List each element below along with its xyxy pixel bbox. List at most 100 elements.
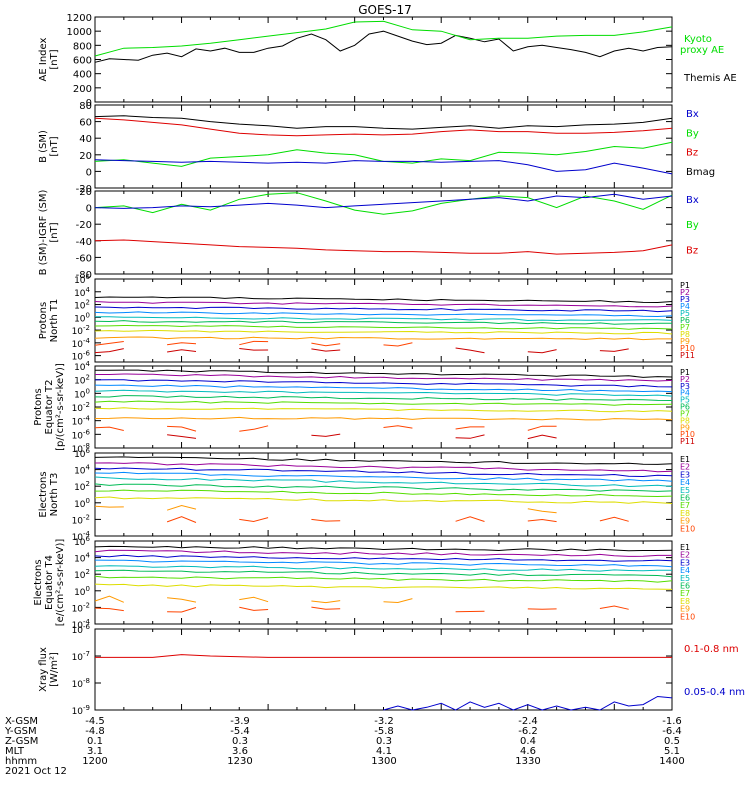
y-tick-label: 20	[79, 151, 92, 162]
channel-segment	[600, 606, 629, 609]
y-tick-label: -20	[76, 220, 92, 231]
channel-line	[95, 497, 672, 504]
channel-line	[95, 584, 672, 589]
channel-line	[95, 380, 672, 387]
y-tick-label: 600	[73, 56, 92, 67]
channel-segment	[239, 607, 268, 610]
plot-title: GOES-17	[358, 3, 412, 17]
channel-line	[95, 385, 672, 392]
channel-segment	[384, 599, 413, 603]
series-line	[95, 655, 672, 658]
panel-frame	[95, 629, 672, 710]
y-tick-label: 10-8	[72, 677, 90, 690]
y-tick-label: 10-7	[72, 650, 90, 663]
legend-entry: By	[686, 128, 699, 139]
y-tick-label: 10-2	[72, 513, 90, 526]
y-axis-label: Protons	[38, 302, 49, 339]
x-axis-value: 1330	[515, 756, 540, 767]
y-axis-label: AE Index	[38, 37, 49, 81]
channel-line	[95, 408, 672, 412]
channel-segment	[167, 598, 196, 602]
y-axis-label: Xray flux	[38, 647, 49, 692]
channel-line	[95, 307, 672, 312]
channel-segment	[384, 343, 413, 346]
y-tick-label: 102	[74, 568, 90, 581]
channel-segment	[167, 517, 196, 523]
legend-entry: Bx	[686, 195, 699, 206]
y-tick-label: 102	[74, 374, 90, 387]
y-tick-label: 100	[74, 585, 90, 598]
legend-entry: P11	[680, 351, 695, 360]
y-tick-label: 10-2	[72, 324, 90, 337]
y-tick-label: 1000	[67, 27, 92, 38]
channel-segment	[167, 506, 196, 511]
legend-entry: proxy AE	[680, 45, 724, 56]
channel-segment	[239, 518, 268, 522]
channel-segment	[311, 519, 340, 521]
channel-line	[95, 477, 672, 487]
y-tick-label: 100	[74, 387, 90, 400]
y-tick-label: 100	[74, 497, 90, 510]
y-tick-label: 104	[74, 552, 90, 565]
y-tick-label: 104	[74, 464, 90, 477]
channel-line	[95, 560, 672, 567]
y-tick-label: 40	[79, 134, 92, 145]
x-axis-value: 1200	[82, 756, 107, 767]
y-axis-label: North T3	[49, 473, 60, 517]
series-line	[95, 240, 672, 254]
x-axis-table: X-GSM-4.5-3.9-3.2-2.4-1.6Y-GSM-4.8-5.4-5…	[4, 716, 685, 777]
y-tick-label: 0	[86, 167, 92, 178]
panel-frame	[95, 105, 672, 188]
y-tick-label: 800	[73, 41, 92, 52]
channel-segment	[311, 601, 340, 603]
channel-segment	[95, 506, 124, 507]
channel-line	[95, 570, 672, 577]
channel-segment	[600, 517, 629, 521]
legend-entry: 0.05-0.4 nm	[684, 687, 745, 698]
channel-segment	[239, 426, 268, 431]
y-axis-label: [nT]	[49, 222, 60, 242]
y-tick-label: 10-4	[72, 415, 91, 428]
y-axis-label: Equator T2	[44, 380, 55, 435]
channel-line	[95, 302, 672, 307]
channel-line	[95, 417, 672, 420]
channel-line	[95, 330, 672, 334]
y-axis-label: [nT]	[49, 136, 60, 156]
channel-line	[95, 317, 672, 321]
x-axis-value: 1400	[659, 756, 684, 767]
channel-segment	[311, 607, 340, 609]
legend-entry: By	[686, 220, 699, 231]
channel-line	[95, 576, 672, 582]
channel-segment	[95, 596, 124, 602]
channel-segment	[528, 426, 557, 430]
y-axis-label: [nT]	[49, 49, 60, 69]
channel-line	[95, 297, 672, 303]
y-axis-label: [p/(cm²-s-sr-keV)]	[55, 363, 66, 451]
series-line	[95, 118, 672, 135]
legend-entry: Bz	[686, 245, 698, 256]
y-axis-label: Protons	[33, 388, 44, 425]
channel-segment	[239, 597, 268, 601]
series-line	[95, 21, 672, 56]
channel-segment	[167, 426, 196, 431]
channel-segment	[456, 427, 485, 429]
channel-segment	[528, 350, 557, 353]
channel-segment	[95, 349, 124, 353]
channel-segment	[95, 427, 124, 430]
x-axis-value: 1230	[227, 756, 252, 767]
panel-frame	[95, 453, 672, 536]
y-tick-label: 1200	[67, 13, 92, 24]
channel-line	[95, 401, 672, 405]
channel-segment	[311, 349, 340, 351]
y-tick-label: -40	[76, 237, 92, 248]
y-tick-label: 100	[74, 311, 90, 324]
channel-segment	[239, 349, 268, 351]
